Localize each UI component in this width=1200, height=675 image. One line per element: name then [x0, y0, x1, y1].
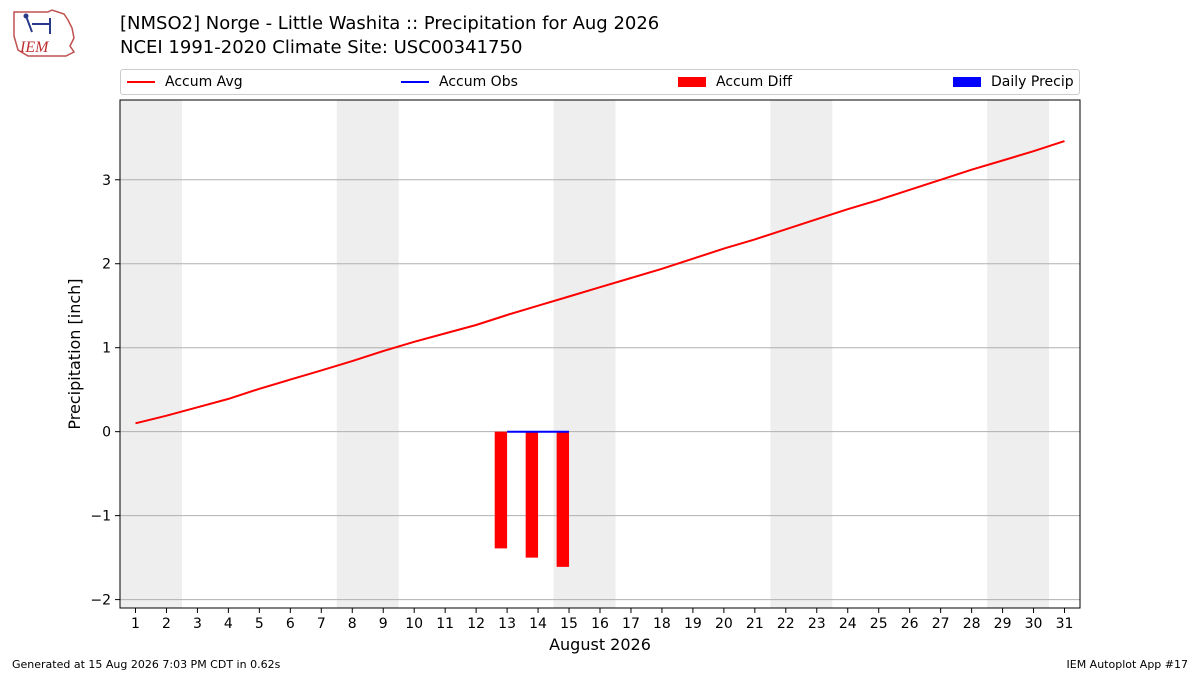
x-tick-label: 11: [436, 616, 454, 632]
legend-label: Daily Precip: [991, 74, 1074, 90]
x-tick-label: 13: [498, 616, 516, 632]
weekend-shading: [336, 100, 399, 608]
x-axis-label: August 2026: [549, 635, 651, 654]
y-axis-label: Precipitation [inch]: [65, 278, 84, 429]
y-tick-label: 1: [102, 341, 111, 357]
legend-item-daily-precip: Daily Precip: [953, 70, 1074, 94]
x-tick-label: 18: [653, 616, 671, 632]
x-tick-label: 8: [348, 616, 357, 632]
legend-swatch-daily-precip: [953, 77, 981, 87]
x-tick-label: 7: [317, 616, 326, 632]
x-tick-label: 16: [591, 616, 609, 632]
x-tick-label: 4: [224, 616, 233, 632]
x-tick-label: 9: [379, 616, 388, 632]
legend-label: Accum Obs: [439, 74, 518, 90]
bar-accum-diff: [494, 431, 508, 549]
legend-swatch-accum-avg: [127, 81, 155, 83]
weekend-shading: [987, 100, 1050, 608]
x-tick-label: 20: [715, 616, 733, 632]
y-tick-label: 3: [102, 173, 111, 189]
x-tick-label: 24: [839, 616, 857, 632]
x-tick-label: 27: [932, 616, 950, 632]
x-tick-label: 15: [560, 616, 578, 632]
legend-swatch-accum-obs: [401, 81, 429, 83]
footer-app-id: IEM Autoplot App #17: [1066, 658, 1189, 671]
x-tick-label: 2: [162, 616, 171, 632]
chart-title: [NMSO2] Norge - Little Washita :: Precip…: [120, 13, 660, 34]
x-tick-label: 17: [622, 616, 640, 632]
x-tick-label: 31: [1056, 616, 1074, 632]
x-tick-label: 6: [286, 616, 295, 632]
legend-label: Accum Diff: [716, 74, 793, 90]
x-tick-label: 26: [901, 616, 919, 632]
x-tick-label: 14: [529, 616, 547, 632]
bar-accum-diff: [556, 431, 570, 567]
x-tick-label: 23: [808, 616, 826, 632]
y-tick-label: −1: [90, 509, 111, 525]
legend: Accum Avg Accum Obs Accum Diff Daily Pre…: [120, 69, 1080, 95]
x-tick-label: 12: [467, 616, 485, 632]
x-tick-label: 22: [777, 616, 795, 632]
x-tick-label: 28: [963, 616, 981, 632]
x-tick-label: 25: [870, 616, 888, 632]
weekend-shading: [120, 100, 182, 608]
x-tick-label: 5: [255, 616, 264, 632]
legend-item-accum-obs: Accum Obs: [401, 70, 518, 94]
chart-subtitle: NCEI 1991-2020 Climate Site: USC00341750: [120, 37, 523, 58]
legend-label: Accum Avg: [165, 74, 243, 90]
svg-text:IEM: IEM: [19, 39, 50, 56]
y-tick-label: −2: [90, 593, 111, 609]
x-tick-label: 30: [1025, 616, 1043, 632]
x-tick-label: 21: [746, 616, 764, 632]
bar-accum-diff: [525, 431, 539, 558]
line-accum-avg: [135, 140, 1065, 425]
x-tick-label: 19: [684, 616, 702, 632]
iem-logo: IEM: [13, 9, 76, 57]
x-tick-label: 10: [405, 616, 423, 632]
y-tick-label: 0: [102, 425, 111, 441]
x-tick-label: 1: [131, 616, 140, 632]
legend-item-accum-diff: Accum Diff: [678, 70, 792, 94]
x-tick-label: 29: [994, 616, 1012, 632]
legend-swatch-accum-diff: [678, 77, 706, 87]
weekend-shading: [770, 100, 833, 608]
footer-generated: Generated at 15 Aug 2026 7:03 PM CDT in …: [12, 658, 281, 671]
y-tick-label: 2: [102, 257, 111, 273]
legend-item-accum-avg: Accum Avg: [127, 70, 243, 94]
x-tick-label: 3: [193, 616, 202, 632]
